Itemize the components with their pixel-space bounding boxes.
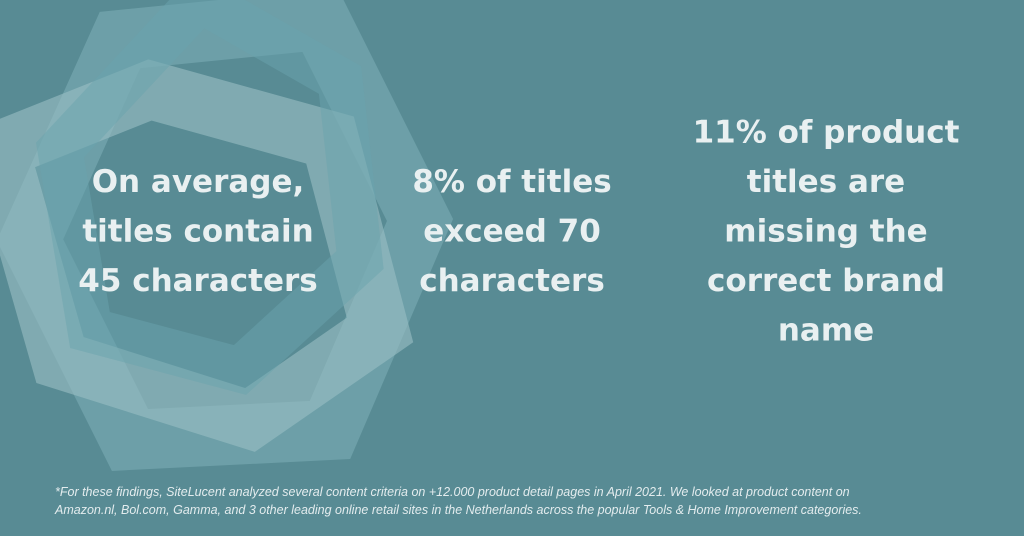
stat-line: missing the [724,214,927,250]
footnote-line: Amazon.nl, Bol.com, Gamma, and 3 other l… [54,503,862,517]
hexagon [35,0,384,395]
stat-line: name [778,313,874,349]
stat-line: correct brand [707,263,945,299]
stat-line: 11% of product [693,115,960,151]
stats: On average, titles contain 45 characters 8%… [78,115,959,349]
footnote: *For these findings, SiteLucent analyzed… [54,485,862,517]
stat-line: On average, [92,164,305,200]
stat-line: titles contain [82,214,313,250]
stat-line: 45 characters [78,263,317,299]
stat-line: characters [419,263,605,299]
stat-line: 8% of titles [412,164,611,200]
decoration [0,0,454,471]
footnote-line: *For these findings, SiteLucent analyzed… [55,485,850,499]
hexagon [0,59,414,452]
stat-line: exceed 70 [423,214,601,250]
stat-line: titles are [747,164,905,200]
